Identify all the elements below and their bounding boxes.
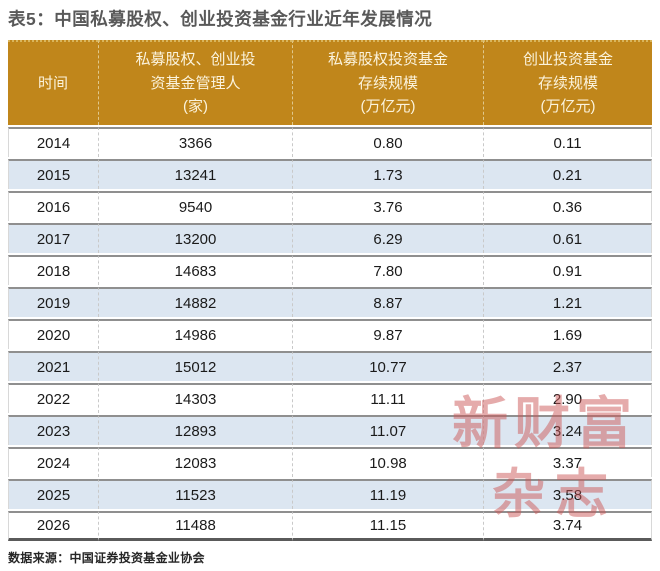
year-cell: 2023 bbox=[8, 415, 98, 445]
value-cell: 3.37 bbox=[483, 447, 652, 477]
value-cell: 9.87 bbox=[292, 319, 483, 349]
table-row: 2014 3366 0.80 0.11 bbox=[8, 127, 652, 157]
year-cell: 2024 bbox=[8, 447, 98, 477]
value-cell: 6.29 bbox=[292, 223, 483, 253]
table-row: 2017 13200 6.29 0.61 bbox=[8, 223, 652, 253]
header-line: 私募股权投资基金 bbox=[327, 50, 448, 68]
header-row: 时间 私募股权、创业投 资基金管理人 (家) 私募股权投资基金 存续规模 (万亿… bbox=[8, 40, 652, 125]
year-cell: 2026 bbox=[8, 511, 98, 541]
table-row: 2021 15012 10.77 2.37 bbox=[8, 351, 652, 381]
header-cell-vc-scale: 创业投资基金 存续规模 (万亿元) bbox=[483, 40, 652, 125]
year-cell: 2016 bbox=[8, 191, 98, 221]
year-cell: 2014 bbox=[8, 127, 98, 157]
value-cell: 14683 bbox=[98, 255, 292, 285]
value-cell: 3.24 bbox=[483, 415, 652, 445]
value-cell: 12083 bbox=[98, 447, 292, 477]
year-cell: 2019 bbox=[8, 287, 98, 317]
table-row: 2020 14986 9.87 1.69 bbox=[8, 319, 652, 349]
value-cell: 0.21 bbox=[483, 159, 652, 189]
value-cell: 14882 bbox=[98, 287, 292, 317]
value-cell: 11.19 bbox=[292, 479, 483, 509]
table-row: 2016 9540 3.76 0.36 bbox=[8, 191, 652, 221]
header-cell-pe-scale: 私募股权投资基金 存续规模 (万亿元) bbox=[292, 40, 483, 125]
value-cell: 11523 bbox=[98, 479, 292, 509]
year-cell: 2021 bbox=[8, 351, 98, 381]
value-cell: 11.11 bbox=[292, 383, 483, 413]
table-title: 表5：中国私募股权、创业投资基金行业近年发展情况 bbox=[8, 9, 433, 29]
header-line: 私募股权、创业投 bbox=[135, 50, 256, 68]
data-table: 时间 私募股权、创业投 资基金管理人 (家) 私募股权投资基金 存续规模 (万亿… bbox=[8, 38, 652, 543]
header-line: 存续规模 bbox=[357, 74, 418, 92]
header-line: (万亿元) bbox=[540, 98, 596, 116]
year-cell: 2017 bbox=[8, 223, 98, 253]
value-cell: 15012 bbox=[98, 351, 292, 381]
year-cell: 2018 bbox=[8, 255, 98, 285]
value-cell: 1.73 bbox=[292, 159, 483, 189]
header-line: (万亿元) bbox=[360, 98, 416, 116]
header-cell-managers: 私募股权、创业投 资基金管理人 (家) bbox=[98, 40, 292, 125]
value-cell: 2.90 bbox=[483, 383, 652, 413]
table-row: 2022 14303 11.11 2.90 bbox=[8, 383, 652, 413]
value-cell: 0.91 bbox=[483, 255, 652, 285]
value-cell: 14303 bbox=[98, 383, 292, 413]
value-cell: 10.77 bbox=[292, 351, 483, 381]
value-cell: 0.36 bbox=[483, 191, 652, 221]
value-cell: 3366 bbox=[98, 127, 292, 157]
table-row: 2019 14882 8.87 1.21 bbox=[8, 287, 652, 317]
data-source-note: 数据来源：中国证券投资基金业协会 bbox=[8, 551, 205, 565]
value-cell: 13241 bbox=[98, 159, 292, 189]
year-cell: 2025 bbox=[8, 479, 98, 509]
value-cell: 0.11 bbox=[483, 127, 652, 157]
value-cell: 3.76 bbox=[292, 191, 483, 221]
value-cell: 8.87 bbox=[292, 287, 483, 317]
table-row: 2023 12893 11.07 3.24 bbox=[8, 415, 652, 445]
table-row: 2026 11488 11.15 3.74 bbox=[8, 511, 652, 541]
year-cell: 2020 bbox=[8, 319, 98, 349]
value-cell: 11.07 bbox=[292, 415, 483, 445]
table-row: 2024 12083 10.98 3.37 bbox=[8, 447, 652, 477]
header-line: 时间 bbox=[37, 74, 68, 92]
value-cell: 7.80 bbox=[292, 255, 483, 285]
table-header: 时间 私募股权、创业投 资基金管理人 (家) 私募股权投资基金 存续规模 (万亿… bbox=[8, 40, 652, 125]
value-cell: 11488 bbox=[98, 511, 292, 541]
value-cell: 9540 bbox=[98, 191, 292, 221]
value-cell: 1.21 bbox=[483, 287, 652, 317]
table-body: 2014 3366 0.80 0.11 2015 13241 1.73 0.21 2016 954… bbox=[8, 127, 652, 541]
value-cell: 11.15 bbox=[292, 511, 483, 541]
value-cell: 0.61 bbox=[483, 223, 652, 253]
value-cell: 12893 bbox=[98, 415, 292, 445]
table-row: 2018 14683 7.80 0.91 bbox=[8, 255, 652, 285]
value-cell: 10.98 bbox=[292, 447, 483, 477]
header-line: 存续规模 bbox=[537, 74, 598, 92]
value-cell: 14986 bbox=[98, 319, 292, 349]
year-cell: 2015 bbox=[8, 159, 98, 189]
value-cell: 3.74 bbox=[483, 511, 652, 541]
year-cell: 2022 bbox=[8, 383, 98, 413]
header-cell-time: 时间 bbox=[8, 40, 98, 125]
value-cell: 13200 bbox=[98, 223, 292, 253]
value-cell: 2.37 bbox=[483, 351, 652, 381]
value-cell: 1.69 bbox=[483, 319, 652, 349]
value-cell: 3.58 bbox=[483, 479, 652, 509]
header-line: 资基金管理人 bbox=[150, 74, 241, 92]
value-cell: 0.80 bbox=[292, 127, 483, 157]
header-line: 创业投资基金 bbox=[522, 50, 613, 68]
table-row: 2015 13241 1.73 0.21 bbox=[8, 159, 652, 189]
header-line: (家) bbox=[183, 98, 208, 116]
table-row: 2025 11523 11.19 3.58 bbox=[8, 479, 652, 509]
